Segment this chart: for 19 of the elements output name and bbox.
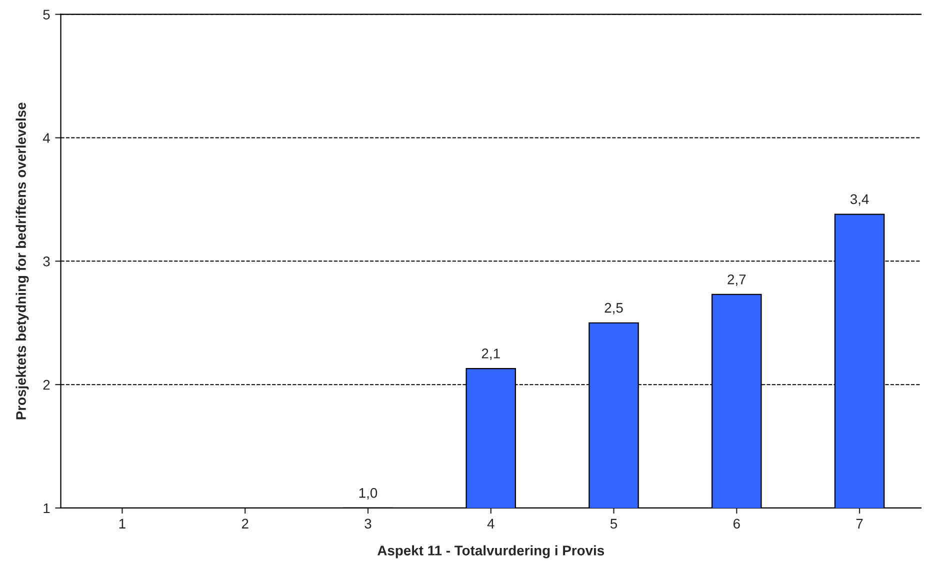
y-tick-label: 1	[44, 503, 50, 514]
x-tick-label: 7	[856, 518, 863, 528]
x-tick-label: 1	[119, 518, 126, 528]
y-tick-label: 4	[42, 133, 50, 143]
x-tick-label: 2	[242, 518, 248, 528]
x-tick-label: 6	[733, 518, 740, 529]
x-tick-label: 4	[487, 518, 494, 528]
data-label: 3,4	[850, 194, 869, 206]
y-tick-label: 5	[43, 10, 50, 20]
data-label: 2,5	[604, 302, 623, 314]
y-tick-label: 3	[43, 256, 50, 266]
data-label: 2,7	[728, 274, 746, 286]
data-label: 1,0	[359, 488, 378, 500]
x-tick-label: 5	[610, 518, 618, 529]
x-tick-label: 3	[364, 518, 372, 529]
y-axis-title: Prosjektets betydning for bedriftens overlevelse	[16, 102, 29, 420]
y-tick-label: 2	[43, 380, 50, 390]
data-label: 2,1	[482, 348, 500, 360]
x-axis-title: Aspekt 11 - Totalvurdering i Provis	[378, 545, 604, 558]
